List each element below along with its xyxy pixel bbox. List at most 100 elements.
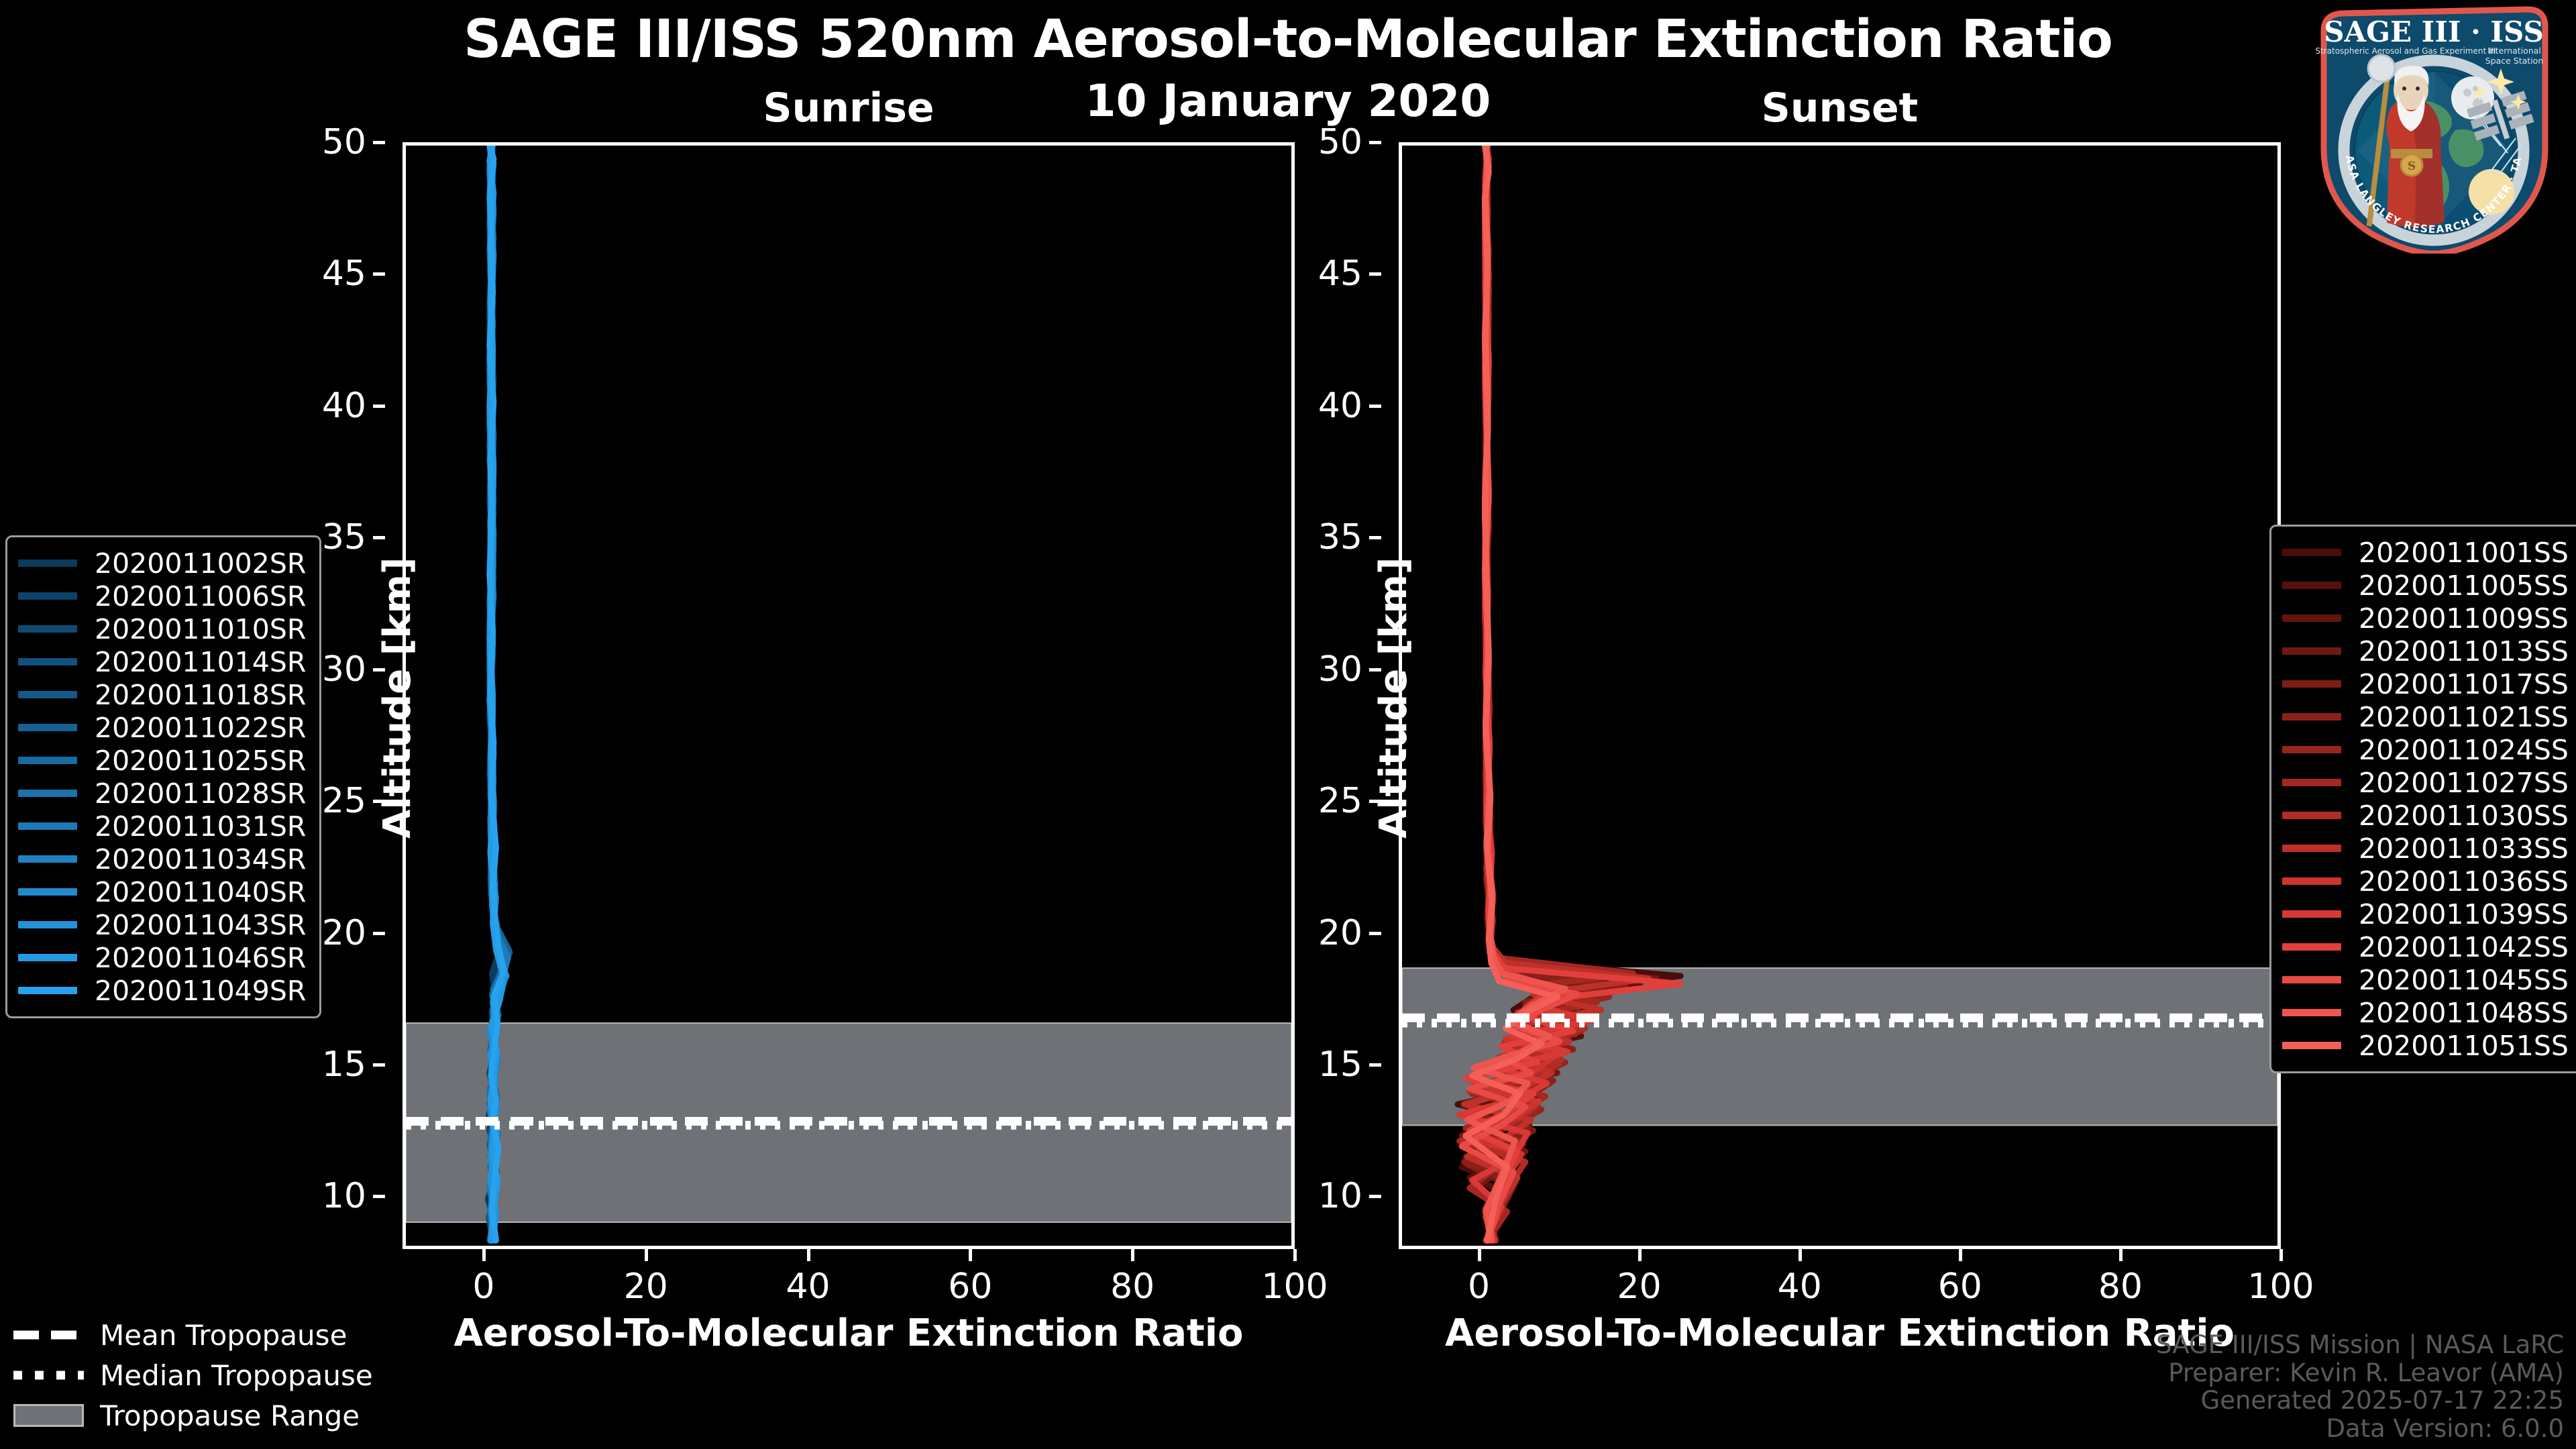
legend-series-label: 2020011021SS	[2359, 700, 2569, 733]
legend-item-mean-tropopause: Mean Tropopause	[13, 1315, 373, 1355]
legend-item-median-tropopause: Median Tropopause	[13, 1355, 373, 1395]
legend-series-label: 2020011036SS	[2359, 865, 2569, 898]
credits-line-version: Data Version: 6.0.0	[2326, 1413, 2564, 1443]
legend-item[interactable]: 2020011027SS	[2282, 766, 2569, 799]
legend-series-label: 2020011040SR	[95, 875, 307, 908]
sunset-plot-canvas	[1402, 146, 2277, 1246]
y-tick-mark	[1369, 800, 1381, 804]
legend-color-swatch	[2282, 779, 2341, 786]
legend-item[interactable]: 2020011051SS	[2282, 1029, 2569, 1062]
legend-item[interactable]: 2020011030SS	[2282, 799, 2569, 832]
legend-series-label: 2020011024SS	[2359, 733, 2569, 766]
y-tick-label: 40	[1318, 385, 1362, 426]
sunset-y-axis-title: Altitude [km]	[1372, 557, 1415, 839]
legend-series-label: 2020011043SR	[95, 908, 307, 941]
x-tick-mark	[644, 1249, 648, 1261]
legend-item[interactable]: 2020011021SS	[2282, 700, 2569, 733]
legend-series-label: 2020011001SS	[2359, 536, 2569, 569]
legend-series-label: 2020011014SR	[95, 645, 307, 678]
y-tick-label: 45	[321, 254, 366, 294]
y-tick-label: 25	[1318, 781, 1362, 822]
legend-item[interactable]: 2020011049SR	[18, 974, 306, 1007]
sunset-x-axis: 0 20 40 60 80 100	[1399, 1249, 2314, 1323]
credits-line-generated: Generated 2025-07-17 22:25	[2200, 1386, 2564, 1415]
patch-subtitle-left: Stratospheric Aerosol and Gas Experiment…	[2315, 46, 2496, 56]
legend-item[interactable]: 2020011024SS	[2282, 733, 2569, 766]
patch-subtitle-right-2: Space Station	[2485, 56, 2544, 66]
legend-item[interactable]: 2020011005SS	[2282, 569, 2569, 602]
legend-color-swatch	[2282, 647, 2341, 655]
legend-item[interactable]: 2020011006SR	[18, 580, 306, 612]
legend-color-swatch	[2282, 910, 2341, 918]
legend-series-label: 2020011010SR	[95, 612, 307, 645]
dashed-line-icon	[13, 1326, 84, 1344]
legend-item[interactable]: 2020011048SS	[2282, 996, 2569, 1029]
y-tick-mark	[1369, 404, 1381, 408]
legend-item[interactable]: 2020011014SR	[18, 645, 306, 678]
sunrise-x-axis: 0 20 40 60 80 100	[402, 1249, 1328, 1323]
sunrise-plot-canvas	[406, 146, 1291, 1246]
y-tick-mark	[1369, 931, 1381, 935]
x-tick-mark	[2279, 1249, 2283, 1261]
legend-item[interactable]: 2020011042SS	[2282, 930, 2569, 963]
legend-item[interactable]: 2020011034SR	[18, 843, 306, 875]
y-tick-label: 20	[321, 912, 366, 953]
legend-color-swatch	[18, 559, 77, 567]
legend-item[interactable]: 2020011010SR	[18, 612, 306, 645]
y-tick-label: 20	[1318, 912, 1362, 953]
legend-item[interactable]: 2020011036SS	[2282, 865, 2569, 898]
sunset-legend[interactable]: 2020011001SS 2020011005SS 2020011009SS 2020…	[2269, 525, 2576, 1073]
legend-item[interactable]: 2020011040SR	[18, 875, 306, 908]
legend-item[interactable]: 2020011025SR	[18, 744, 306, 777]
y-tick-label: 50	[1318, 122, 1362, 162]
legend-item[interactable]: 2020011045SS	[2282, 963, 2569, 996]
legend-item[interactable]: 2020011031SR	[18, 810, 306, 843]
legend-item[interactable]: 2020011022SR	[18, 711, 306, 744]
legend-series-label: 2020011033SS	[2359, 832, 2569, 865]
legend-item[interactable]: 2020011017SS	[2282, 667, 2569, 700]
y-tick-label: 25	[321, 781, 366, 822]
legend-series-label: 2020011039SS	[2359, 898, 2569, 930]
legend-item[interactable]: 2020011001SS	[2282, 536, 2569, 569]
legend-series-label: 2020011030SS	[2359, 799, 2569, 832]
legend-color-swatch	[2282, 877, 2341, 885]
svg-text:S: S	[2408, 160, 2416, 173]
legend-color-swatch	[18, 921, 77, 928]
y-tick-mark	[373, 1063, 385, 1067]
x-tick-mark	[1477, 1249, 1481, 1261]
legend-color-swatch	[2282, 680, 2341, 688]
legend-item[interactable]: 2020011043SR	[18, 908, 306, 941]
legend-series-label: 2020011034SR	[95, 843, 307, 875]
x-tick-mark	[2118, 1249, 2123, 1261]
legend-item[interactable]: 2020011002SR	[18, 547, 306, 580]
sunset-panel-title: Sunset	[1761, 85, 1919, 131]
legend-item-tropopause-range: Tropopause Range	[13, 1395, 373, 1436]
y-tick-mark	[373, 1195, 385, 1199]
legend-item[interactable]: 2020011039SS	[2282, 898, 2569, 930]
y-tick-label: 10	[321, 1176, 366, 1217]
y-tick-label: 35	[1318, 517, 1362, 558]
x-tick-mark	[1798, 1249, 1802, 1261]
y-tick-label: 15	[1318, 1044, 1362, 1085]
legend-item[interactable]: 2020011013SS	[2282, 635, 2569, 667]
page-title: SAGE III/ISS 520nm Aerosol-to-Molecular …	[464, 9, 2113, 70]
legend-item[interactable]: 2020011009SS	[2282, 602, 2569, 635]
x-tick-mark	[806, 1249, 810, 1261]
x-tick-label: 60	[948, 1267, 993, 1307]
legend-series-label: 2020011018SR	[95, 678, 307, 711]
profile-line	[490, 146, 504, 1240]
legend-item[interactable]: 2020011033SS	[2282, 832, 2569, 865]
legend-item[interactable]: 2020011046SR	[18, 941, 306, 974]
legend-color-swatch	[2282, 746, 2341, 753]
legend-color-swatch	[18, 888, 77, 896]
sunrise-legend[interactable]: 2020011002SR 2020011006SR 2020011010SR 2020…	[5, 535, 322, 1018]
legend-color-swatch	[18, 987, 77, 994]
legend-series-label: 2020011028SR	[95, 777, 307, 810]
profile-line	[1466, 146, 1557, 1240]
legend-item[interactable]: 2020011028SR	[18, 777, 306, 810]
legend-color-swatch	[18, 724, 77, 731]
sunset-plot-area	[1399, 142, 2281, 1249]
legend-series-label: 2020011006SR	[95, 580, 307, 612]
legend-item[interactable]: 2020011018SR	[18, 678, 306, 711]
median-tropopause-label: Median Tropopause	[100, 1358, 373, 1392]
